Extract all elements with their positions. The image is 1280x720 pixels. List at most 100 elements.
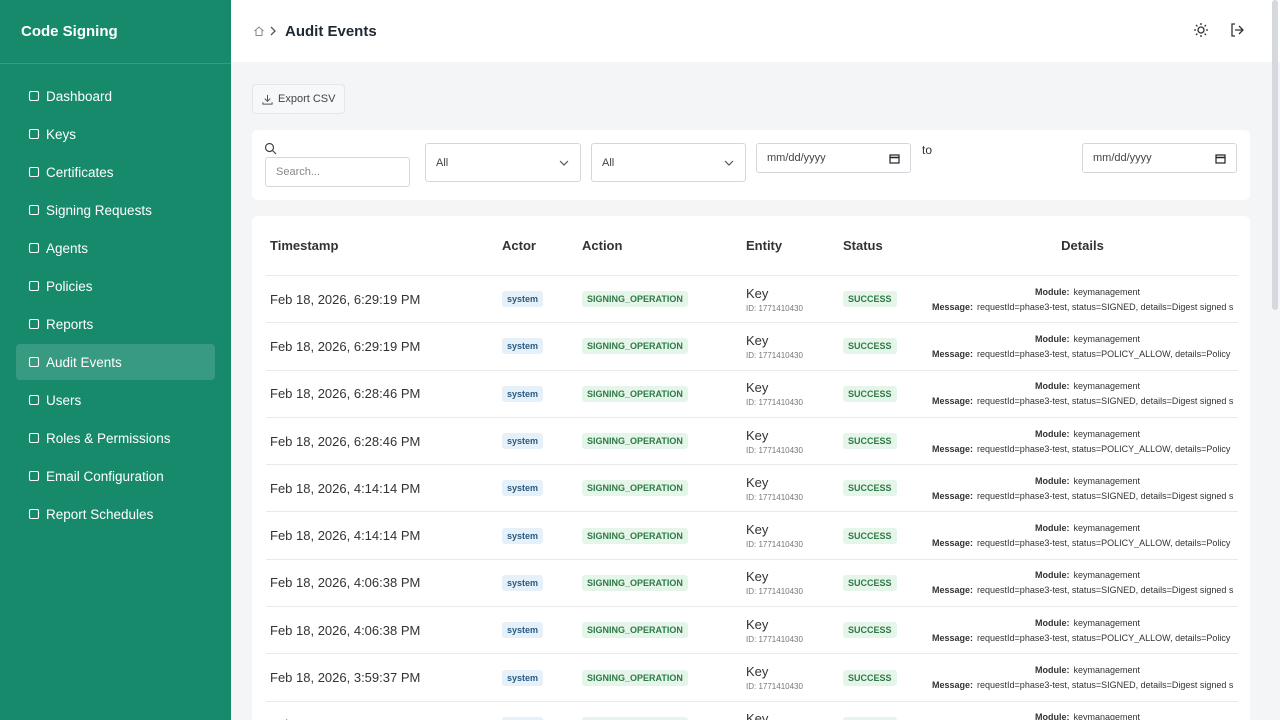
cell: Key ID: 1771410430 (746, 371, 843, 417)
nav-icon (28, 318, 40, 330)
cell: system (502, 418, 582, 464)
cell: SUCCESS (843, 371, 927, 417)
timestamp: Feb 18, 2026, 6:29:19 PM (270, 291, 421, 307)
message: requestId=phase3-test, status=POLICY_ALL… (977, 348, 1231, 359)
cell: Module:keymanagement Message:requestId=ph… (927, 418, 1238, 464)
status-chip: SUCCESS (843, 385, 897, 402)
action-chip: SIGNING_OPERATION (582, 338, 688, 355)
cell: SUCCESS (843, 418, 927, 464)
module: keymanagement (1073, 286, 1141, 297)
cell: system (502, 371, 582, 417)
cell: SIGNING_OPERATION (582, 607, 742, 653)
entity-id: ID: 1771410430 (746, 303, 803, 313)
cell: Key ID: 1771410430 (746, 276, 843, 322)
cell: Key ID: 1771410430 (746, 607, 843, 653)
module: keymanagement (1073, 665, 1141, 676)
entity: Key (746, 522, 769, 538)
nav-item[interactable]: Roles & Permissions (16, 420, 215, 456)
cell: Key ID: 1771410430 (746, 560, 843, 606)
nav-icon (28, 432, 40, 444)
nav-item[interactable]: Dashboard (16, 78, 215, 114)
detail-message: Message: requestId=phase3-test, status=SI… (927, 491, 1238, 501)
detail-module: Module: keymanagement (927, 665, 1238, 675)
search-input[interactable]: Search... (265, 157, 410, 187)
nav-label: Roles & Permissions (46, 430, 171, 446)
nav: Dashboard Keys Certificates Signing Request… (0, 64, 231, 548)
calendar-icon (889, 153, 900, 164)
nav-item[interactable]: Users (16, 382, 215, 418)
entity-id: ID: 1771410430 (746, 445, 803, 455)
nav-item[interactable]: Signing Requests (16, 192, 215, 228)
cell: Feb 18, 2026, 6:28:46 PM (270, 371, 500, 417)
date-input[interactable]: mm/dd/yyyy (1082, 143, 1237, 173)
detail-message: Message: requestId=phase3-test, status=SI… (927, 680, 1238, 690)
scrollbar[interactable] (1272, 0, 1278, 310)
caret (559, 160, 569, 166)
detail-module: Module: keymanagement (927, 381, 1238, 391)
to-label: to (922, 143, 933, 157)
cell: system (502, 276, 582, 322)
action-chip: SIGNING_OPERATION (582, 291, 688, 308)
home-icon[interactable] (253, 25, 265, 37)
cell: Feb 18, 2026, 6:28:46 PM (270, 418, 500, 464)
table-row: Feb 18, 2026, 6:29:19 PM system SIGNING_OP… (266, 276, 1238, 324)
nav-item[interactable]: Reports (16, 306, 215, 342)
nav-item[interactable]: Report Schedules (16, 496, 215, 532)
nav-item[interactable]: Email Configuration (16, 458, 215, 494)
module: keymanagement (1073, 570, 1141, 581)
detail-message: Message: requestId=phase3-test, status=PO… (927, 633, 1238, 643)
detail-label: Module: (1034, 523, 1070, 534)
cell: system (502, 654, 582, 700)
date-input[interactable]: mm/dd/yyyy (756, 143, 911, 173)
cell: system (502, 465, 582, 511)
status-chip: SUCCESS (843, 338, 897, 355)
table-row: Feb 18, 2026, 6:28:46 PM system SIGNING_OP… (266, 371, 1238, 418)
cell: SIGNING_OPERATION (582, 465, 742, 511)
detail-module: Module: keymanagement (927, 429, 1238, 439)
entity-id: ID: 1771410430 (746, 398, 803, 408)
nav-item[interactable]: Audit Events (16, 344, 215, 380)
nav-item[interactable]: Agents (16, 230, 215, 266)
entity: Key (746, 285, 769, 301)
entity: Key (746, 427, 769, 443)
entity: Key (746, 711, 769, 720)
theme-toggle[interactable] (1193, 22, 1209, 38)
cell: Module:keymanagement Message:requestId=ph… (927, 560, 1238, 606)
entity-id: ID: 1771410430 (746, 350, 803, 360)
cell: SUCCESS (843, 465, 927, 511)
nav-icon (28, 356, 40, 368)
status-chip: SUCCESS (843, 574, 897, 591)
nav-icon (28, 90, 40, 102)
table-row: Feb 18, 2026, 6:29:19 PM system SIGNING_OP… (266, 323, 1238, 371)
nav-icon (28, 394, 40, 406)
detail-module: Module: keymanagement (927, 523, 1238, 533)
cell: Feb 18, 2026, 4:14:14 PM (270, 512, 500, 558)
cell: system (502, 323, 582, 369)
timestamp: Feb 18, 2026, 4:06:38 PM (270, 575, 421, 591)
audit-table: Timestamp Actor Action Entity Status Details F… (266, 216, 1238, 720)
cell: Module:keymanagement Message:requestId=ph… (927, 654, 1238, 700)
logout[interactable] (1229, 22, 1245, 38)
search-icon (264, 142, 277, 155)
detail-module: Module: keymanagement (927, 334, 1238, 344)
select[interactable]: All (591, 143, 746, 182)
actor-chip: system (502, 669, 544, 686)
detail-label: Module: (1034, 333, 1070, 344)
detail-label: Message: (932, 348, 974, 359)
select[interactable]: All (425, 143, 581, 182)
nav-item[interactable]: Keys (16, 116, 215, 152)
nav-item[interactable]: Certificates (16, 154, 215, 190)
detail-message: Message: requestId=phase3-test, status=SI… (927, 585, 1238, 595)
message: requestId=phase3-test, status=POLICY_ALL… (977, 632, 1231, 643)
actor-chip: system (502, 338, 544, 355)
entity: Key (746, 664, 769, 680)
cell: system (502, 512, 582, 558)
cell: SIGNING_OPERATION (582, 512, 742, 558)
sidebar: Code Signing Dashboard Keys Certificates Si… (0, 0, 231, 720)
actor-chip: system (502, 622, 544, 639)
nav-label: Agents (46, 240, 89, 256)
nav-label: Dashboard (46, 88, 113, 104)
nav-item[interactable]: Policies (16, 268, 215, 304)
export-button[interactable]: Export CSV (252, 84, 346, 114)
